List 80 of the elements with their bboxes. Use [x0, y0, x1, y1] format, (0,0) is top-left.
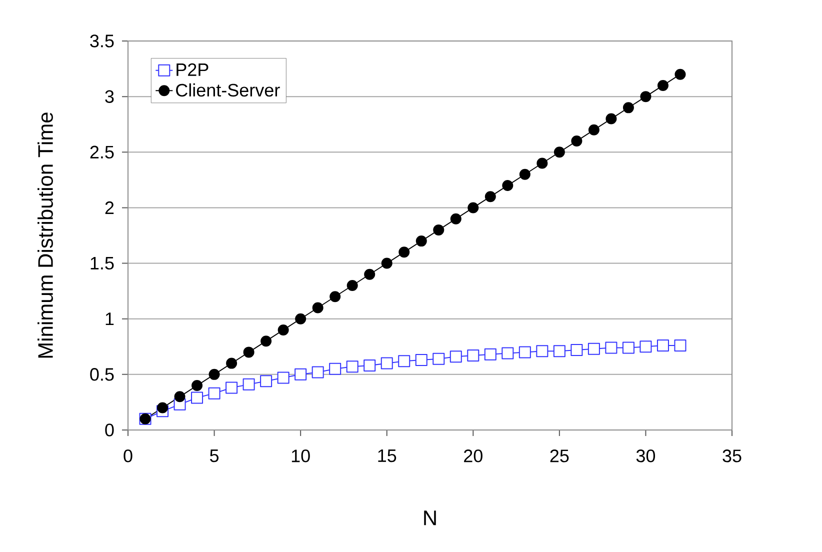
y-tick-label: 2 — [105, 201, 114, 214]
x-axis-title: N — [424, 510, 436, 526]
point — [502, 180, 514, 191]
point — [416, 236, 427, 247]
point — [260, 375, 272, 388]
point — [380, 357, 393, 370]
point — [519, 168, 530, 180]
point — [640, 340, 652, 353]
x-tick-label: 30 — [636, 450, 656, 462]
point — [588, 342, 600, 355]
point — [484, 348, 496, 360]
legend-label: Client-Server — [176, 83, 280, 97]
point — [467, 350, 480, 362]
point — [640, 91, 652, 102]
point — [208, 387, 220, 400]
point — [605, 342, 618, 354]
x-tick-label: 0 — [124, 450, 132, 462]
point — [192, 380, 203, 392]
point — [554, 146, 565, 158]
point — [432, 352, 445, 365]
point — [571, 136, 582, 147]
point — [364, 360, 376, 372]
point — [450, 213, 462, 224]
y-tick-label: 1.5 — [90, 256, 114, 270]
point — [312, 302, 324, 314]
point — [294, 368, 307, 380]
y-tick-label: 0 — [105, 424, 114, 436]
point — [536, 345, 548, 358]
point — [570, 344, 583, 356]
point — [277, 372, 290, 384]
point — [502, 347, 514, 360]
point — [622, 102, 634, 114]
point — [588, 124, 600, 136]
point — [364, 268, 376, 280]
point — [415, 354, 428, 366]
point — [157, 402, 168, 414]
x-tick-label: 20 — [464, 450, 482, 462]
point — [518, 346, 531, 358]
point — [398, 246, 410, 258]
y-tick-label: 1 — [106, 312, 114, 326]
point — [657, 80, 668, 91]
point — [260, 336, 272, 347]
point — [295, 313, 306, 324]
x-tick-label: 35 — [722, 450, 742, 462]
x-tick-label: 25 — [550, 450, 569, 462]
point — [312, 366, 324, 378]
legend-label: P2P — [176, 63, 208, 76]
point — [381, 258, 392, 269]
point — [606, 113, 617, 124]
point — [226, 382, 238, 394]
point — [208, 368, 220, 380]
y-axis-title: Minimum Distribution Time — [38, 112, 53, 358]
point — [433, 224, 444, 236]
point — [226, 358, 238, 369]
y-tick-label: 3 — [105, 90, 114, 103]
x-tick-label: 5 — [210, 450, 219, 462]
point — [346, 360, 358, 373]
point — [553, 345, 566, 358]
point — [468, 202, 479, 214]
x-tick-label: 10 — [292, 450, 310, 462]
point — [656, 340, 669, 352]
point — [398, 355, 410, 368]
point — [329, 362, 342, 375]
point — [622, 342, 634, 354]
y-tick-label: 0.5 — [90, 368, 114, 381]
point — [346, 280, 358, 292]
y-tick-label: 3.5 — [90, 34, 114, 48]
point — [330, 291, 341, 302]
point — [536, 158, 548, 169]
x-tick-label: 15 — [378, 450, 396, 462]
point — [450, 350, 462, 363]
point — [243, 346, 254, 358]
point — [674, 340, 686, 352]
point — [674, 68, 686, 80]
point — [242, 378, 255, 390]
y-tick-label: 2.5 — [90, 146, 114, 159]
point — [484, 191, 496, 202]
point — [174, 391, 186, 402]
point — [191, 392, 204, 404]
point — [278, 324, 289, 336]
